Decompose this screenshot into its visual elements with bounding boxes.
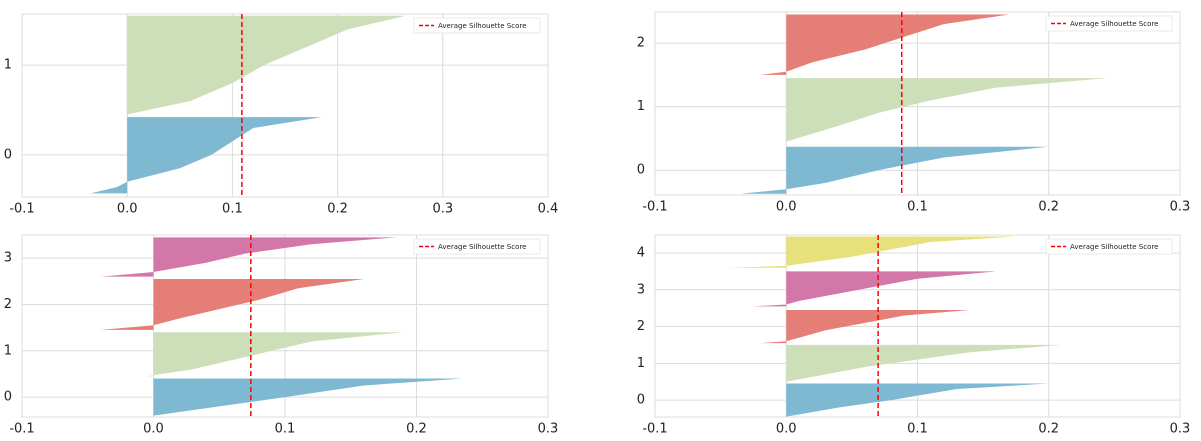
- x-tick-label: -0.1: [642, 422, 667, 437]
- x-tick-label: -0.1: [9, 422, 34, 437]
- x-tick-label: 0.3: [538, 422, 559, 437]
- y-tick-label: 0: [637, 393, 645, 408]
- legend-label: Average Silhouette Score: [1070, 20, 1158, 28]
- y-tick-label: 0: [4, 390, 12, 405]
- y-tick-label: 1: [4, 343, 12, 358]
- legend-box: [413, 17, 541, 34]
- x-tick-label: -0.1: [9, 202, 34, 217]
- subplot: -0.1 0.0 0.1 0.2 0.3 0 1 2 Average Silhouette Sc…: [637, 11, 1191, 215]
- x-tick-label: 0.2: [406, 422, 427, 437]
- x-tick-label: 0.3: [1170, 422, 1191, 437]
- legend-label: Average Silhouette Score: [438, 22, 526, 30]
- silhouette-area: [127, 15, 406, 115]
- subplot: -0.1 0.0 0.1 0.2 0.3 0 1 2 3 4 Average Silhouette …: [637, 234, 1191, 437]
- x-tick-label: 0.2: [1038, 200, 1059, 215]
- x-tick-label: 0.4: [538, 202, 559, 217]
- x-tick-label: 0.0: [143, 422, 164, 437]
- silhouette-area: [100, 237, 397, 277]
- legend-label: Average Silhouette Score: [1070, 243, 1158, 251]
- silhouette-area: [753, 271, 997, 307]
- subplot: -0.1 0.0 0.1 0.2 0.3 0 1 2 3 Average Silhouette S…: [4, 234, 559, 437]
- y-tick-label: 1: [637, 99, 645, 114]
- legend-box: [1045, 15, 1173, 32]
- silhouette-area: [90, 117, 322, 194]
- y-tick-label: 2: [4, 297, 12, 312]
- silhouette-area: [786, 383, 1049, 417]
- x-tick-label: 0.0: [117, 202, 138, 217]
- y-tick-label: 0: [4, 147, 12, 162]
- legend-label: Average Silhouette Score: [438, 243, 526, 251]
- y-tick-label: 3: [4, 251, 12, 266]
- x-tick-label: 0.0: [776, 422, 797, 437]
- x-tick-label: 0.3: [432, 202, 453, 217]
- x-tick-label: 0.2: [1038, 422, 1059, 437]
- y-tick-label: 2: [637, 319, 645, 334]
- silhouette-area: [153, 378, 463, 416]
- x-tick-label: 0.1: [907, 422, 928, 437]
- y-tick-label: 2: [637, 36, 645, 51]
- silhouette-area: [786, 344, 1062, 382]
- silhouette-area: [760, 14, 1010, 75]
- legend-box: [1045, 238, 1173, 255]
- x-tick-label: 0.1: [222, 202, 243, 217]
- x-tick-label: 0.2: [327, 202, 348, 217]
- silhouette-area: [727, 236, 1016, 268]
- silhouette-area: [146, 332, 404, 377]
- y-tick-label: 1: [4, 58, 12, 73]
- subplot: -0.1 0.0 0.1 0.2 0.3 0.4 0 1 Average Silhouette …: [4, 13, 559, 217]
- x-tick-label: 0.0: [776, 200, 797, 215]
- y-tick-label: 3: [637, 282, 645, 297]
- x-tick-label: 0.1: [275, 422, 296, 437]
- x-tick-label: 0.1: [907, 200, 928, 215]
- x-tick-label: 0.3: [1170, 200, 1191, 215]
- y-tick-label: 0: [637, 163, 645, 178]
- silhouette-area: [786, 78, 1108, 142]
- y-tick-label: 1: [637, 356, 645, 371]
- legend-box: [413, 238, 541, 255]
- silhouette-area: [100, 278, 364, 330]
- silhouette-area: [760, 310, 970, 344]
- y-tick-label: 4: [637, 246, 645, 261]
- x-tick-label: -0.1: [642, 200, 667, 215]
- silhouette-area: [740, 146, 1049, 194]
